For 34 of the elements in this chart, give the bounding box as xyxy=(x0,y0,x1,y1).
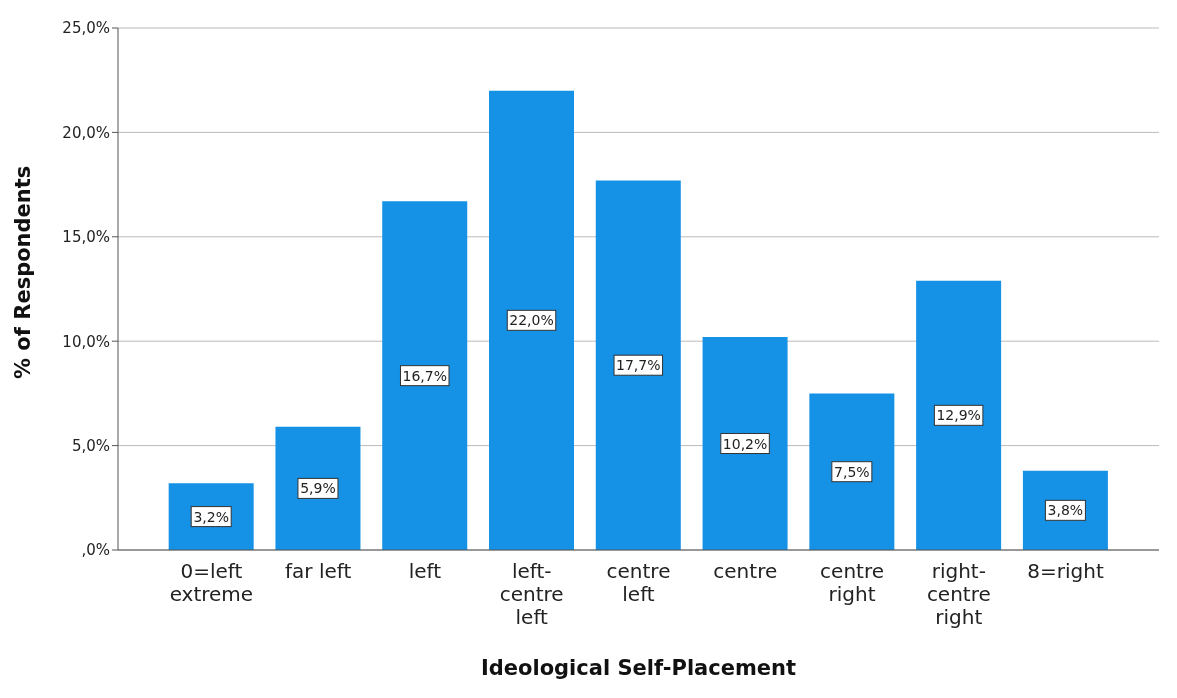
bar xyxy=(1022,470,1108,550)
data-label: 10,2% xyxy=(722,435,768,452)
bar xyxy=(809,393,895,550)
bar xyxy=(382,201,468,550)
y-axis-title: % of Respondents xyxy=(11,165,36,379)
y-tick-label: 10,0% xyxy=(62,332,110,351)
bar xyxy=(595,180,681,550)
data-label: 17,7% xyxy=(616,357,661,374)
x-tick-label: centre xyxy=(713,559,778,583)
x-tick-label: right-centre right xyxy=(926,559,991,629)
data-label: 5,9% xyxy=(300,480,336,497)
data-label: 16,7% xyxy=(402,367,447,384)
x-tick-label: 8=right xyxy=(1027,559,1104,583)
bar xyxy=(702,337,788,550)
x-tick-label: left xyxy=(408,559,442,583)
x-tick-label: centre left xyxy=(606,559,671,606)
y-tick-label: 15,0% xyxy=(62,228,110,247)
y-tick-label: 20,0% xyxy=(62,123,110,142)
x-axis-title: Ideological Self-Placement xyxy=(480,656,797,680)
x-tick-label: 0=left extreme xyxy=(169,559,254,606)
y-tick-label: ,0% xyxy=(81,541,110,560)
x-tick-label: far left xyxy=(285,559,352,583)
y-tick-label: 5,0% xyxy=(71,436,110,455)
data-label: 7,5% xyxy=(834,463,870,480)
y-tick-label: 25,0% xyxy=(62,19,110,38)
data-label: 22,0% xyxy=(509,312,554,329)
x-tick-label: centre right xyxy=(820,559,885,606)
x-tick-label: left-centre left xyxy=(499,559,564,629)
bar xyxy=(489,90,575,550)
bar xyxy=(275,426,361,550)
data-label: 12,9% xyxy=(936,407,981,424)
data-label: 3,8% xyxy=(1047,502,1084,519)
bar xyxy=(916,280,1002,550)
data-label: 3,2% xyxy=(193,508,229,525)
